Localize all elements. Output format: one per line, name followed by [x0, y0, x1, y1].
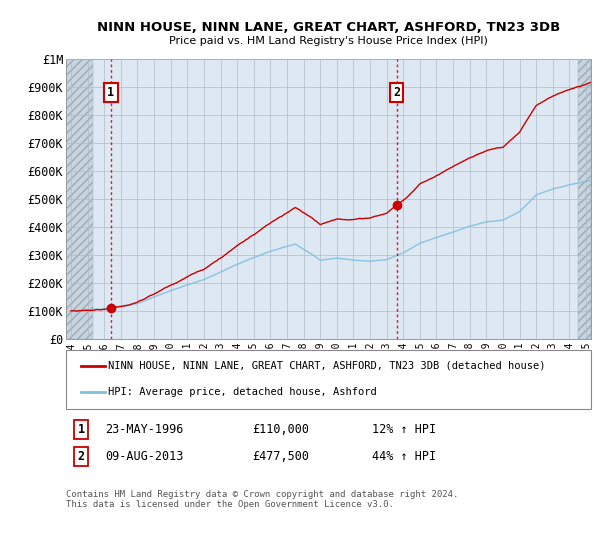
Text: 2: 2 — [393, 86, 400, 99]
Text: Price paid vs. HM Land Registry's House Price Index (HPI): Price paid vs. HM Land Registry's House … — [169, 36, 488, 46]
Text: £477,500: £477,500 — [252, 450, 309, 463]
Text: 1: 1 — [107, 86, 114, 99]
Text: NINN HOUSE, NINN LANE, GREAT CHART, ASHFORD, TN23 3DB: NINN HOUSE, NINN LANE, GREAT CHART, ASHF… — [97, 21, 560, 34]
Text: 23-MAY-1996: 23-MAY-1996 — [105, 423, 184, 436]
Text: 1: 1 — [77, 423, 85, 436]
Text: 12% ↑ HPI: 12% ↑ HPI — [372, 423, 436, 436]
Text: HPI: Average price, detached house, Ashford: HPI: Average price, detached house, Ashf… — [108, 387, 377, 397]
Text: 44% ↑ HPI: 44% ↑ HPI — [372, 450, 436, 463]
Text: £110,000: £110,000 — [252, 423, 309, 436]
Text: Contains HM Land Registry data © Crown copyright and database right 2024.
This d: Contains HM Land Registry data © Crown c… — [66, 490, 458, 510]
Text: 2: 2 — [77, 450, 85, 463]
Text: NINN HOUSE, NINN LANE, GREAT CHART, ASHFORD, TN23 3DB (detached house): NINN HOUSE, NINN LANE, GREAT CHART, ASHF… — [108, 361, 545, 371]
Text: 09-AUG-2013: 09-AUG-2013 — [105, 450, 184, 463]
